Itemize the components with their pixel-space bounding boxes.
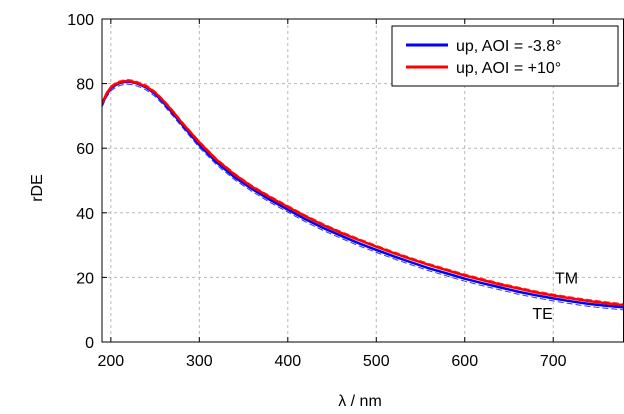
- annotation-te: TE: [532, 306, 552, 323]
- x-axis-label: λ / nm: [338, 393, 382, 410]
- series-0-dashed-line: [102, 83, 624, 311]
- annotation-tm: TM: [555, 270, 578, 287]
- x-tick-label-5: 700: [540, 353, 567, 370]
- x-tick-label-2: 400: [274, 353, 301, 370]
- series-1-line: [102, 79, 624, 307]
- series-0-line: [102, 80, 624, 309]
- y-axis-label: rDE: [29, 174, 46, 202]
- axis-ticks: 200 300 400 500 600 700 0 20 40 60 80 100: [67, 12, 566, 370]
- y-tick-label-2: 40: [76, 206, 94, 223]
- x-tick-label-1: 300: [186, 353, 213, 370]
- x-tick-label-0: 200: [97, 353, 124, 370]
- y-tick-label-1: 20: [76, 270, 94, 287]
- legend: up, AOI = -3.8° up, AOI = +10°: [391, 25, 619, 87]
- y-tick-label-4: 80: [76, 77, 94, 94]
- legend-label-1: up, AOI = +10°: [456, 60, 561, 77]
- y-tick-label-0: 0: [85, 335, 94, 352]
- y-tick-label-3: 60: [76, 141, 94, 158]
- annotations: TM TE: [532, 270, 578, 323]
- y-tick-label-5: 100: [67, 12, 94, 29]
- x-tick-label-4: 600: [451, 353, 478, 370]
- legend-box: [391, 25, 619, 87]
- series-lines: [102, 78, 624, 311]
- x-tick-label-3: 500: [363, 353, 390, 370]
- series-1-dashed-line: [102, 78, 624, 305]
- legend-label-0: up, AOI = -3.8°: [456, 38, 562, 55]
